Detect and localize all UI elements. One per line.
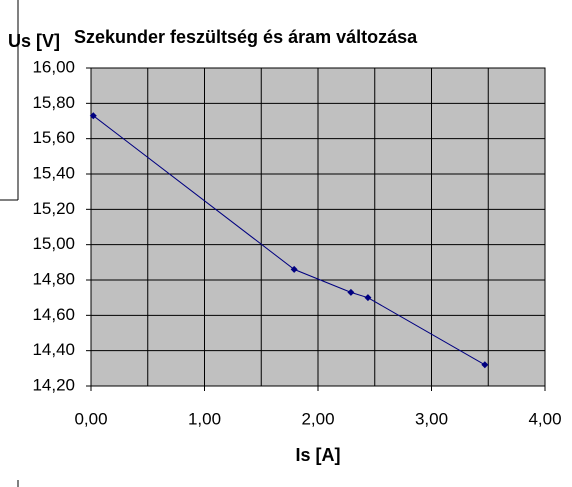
y-tick-label: 15,40 — [32, 163, 75, 182]
x-tick-label: 4,00 — [528, 409, 561, 428]
x-tick-label: 0,00 — [74, 409, 107, 428]
data-point — [347, 288, 355, 296]
data-point — [481, 361, 489, 369]
y-tick-label: 14,40 — [32, 340, 75, 359]
y-tick-label: 15,00 — [32, 234, 75, 253]
x-tick-label: 2,00 — [301, 409, 334, 428]
y-tick-label: 14,80 — [32, 269, 75, 288]
x-axis-label: Is [A] — [296, 445, 341, 465]
y-tick-label: 16,00 — [32, 57, 75, 76]
y-tick-label: 15,20 — [32, 199, 75, 218]
y-tick-label: 15,60 — [32, 128, 75, 147]
y-axis-label: Us [V] — [8, 31, 60, 51]
y-tick-label: 15,80 — [32, 93, 75, 112]
y-tick-label: 14,20 — [32, 375, 75, 394]
data-point — [89, 112, 97, 120]
y-tick-label: 14,60 — [32, 305, 75, 324]
x-tick-label: 3,00 — [415, 409, 448, 428]
chart-title: Szekunder feszültség és áram változása — [74, 27, 418, 47]
data-point — [364, 294, 372, 302]
data-point — [290, 265, 298, 273]
x-tick-label: 1,00 — [188, 409, 221, 428]
